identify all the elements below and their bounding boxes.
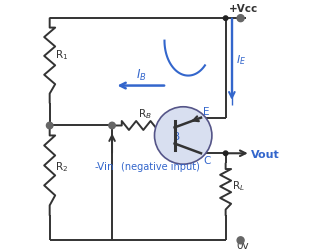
Text: 0v: 0v: [237, 241, 249, 251]
Circle shape: [237, 15, 244, 22]
Text: I$_E$: I$_E$: [236, 53, 246, 67]
Text: Vout: Vout: [251, 150, 279, 160]
Circle shape: [154, 107, 212, 164]
Text: -Vin: -Vin: [95, 162, 114, 172]
Text: (negative input): (negative input): [121, 162, 200, 172]
Text: B: B: [173, 133, 180, 142]
Circle shape: [223, 16, 228, 20]
Circle shape: [46, 122, 53, 129]
Text: I$_B$: I$_B$: [136, 68, 146, 83]
Text: R$_1$: R$_1$: [55, 48, 69, 62]
Text: +Vcc: +Vcc: [229, 4, 259, 14]
Circle shape: [223, 151, 228, 155]
Text: R$_B$: R$_B$: [138, 107, 152, 120]
Text: C: C: [204, 156, 211, 167]
Circle shape: [109, 122, 115, 129]
Circle shape: [237, 237, 244, 244]
Text: R$_L$: R$_L$: [232, 179, 245, 193]
Text: E: E: [204, 107, 210, 117]
Text: R$_2$: R$_2$: [55, 161, 68, 174]
